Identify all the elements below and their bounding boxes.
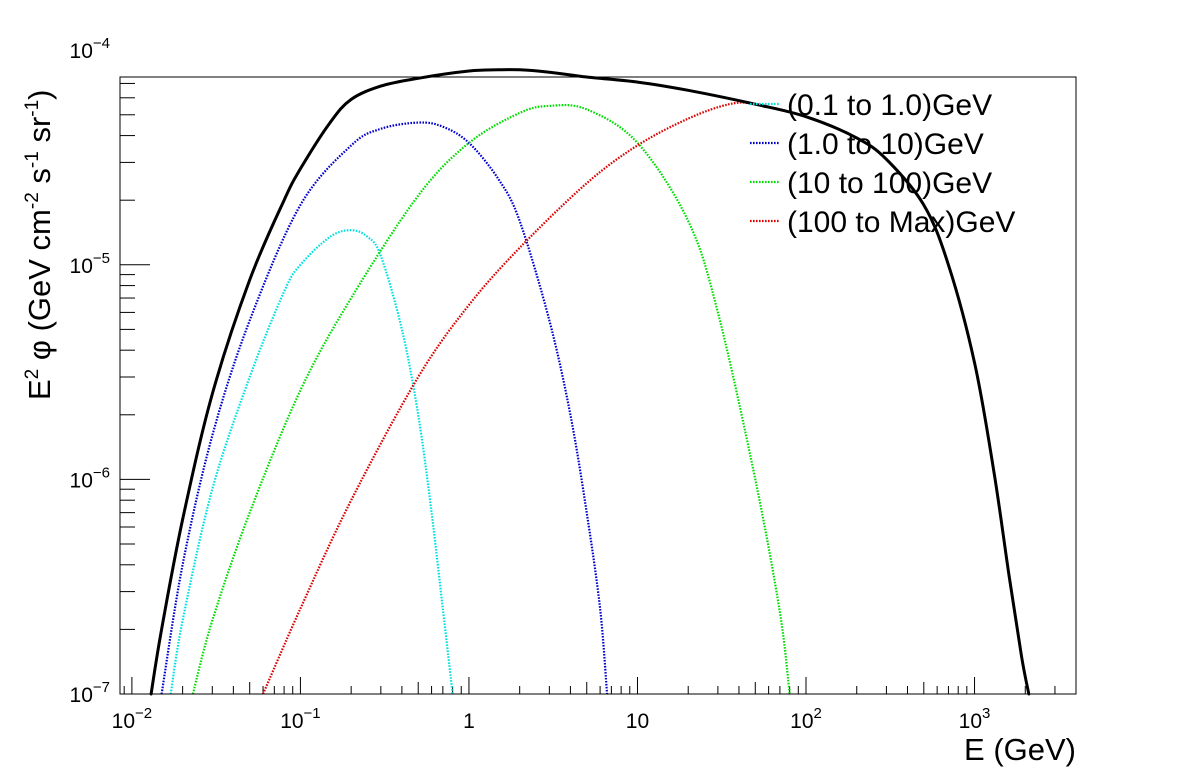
plot-curves [149,68,1031,696]
series-line-3 [191,104,791,695]
x-tick-label-3: 10 [626,710,649,733]
y-tick-labels: 10−7 10−6 10−5 10−4 [70,35,110,707]
x-tick-label-4: 102 [790,705,822,733]
legend: (0.1 to 1.0)GeV (1.0 to 10)GeV (10 to 100)… [750,89,1015,239]
y-axis-title-close: ) [22,90,57,100]
y-tick-label-1: 10−6 [70,464,110,492]
x-axis-title: E (GeV) [964,732,1076,767]
x-tick-labels: 10−2 10−1 1 10 102 103 [112,705,991,733]
y-tick-label-0: 10−7 [70,679,110,707]
plot-frame [119,76,1077,695]
y-tick-label-2: 10−5 [70,250,110,278]
legend-label-1: (0.1 to 1.0)GeV [787,89,992,122]
x-tick-label-0: 10−2 [112,705,152,733]
y-axis-title-base: E [22,379,57,400]
y-axis-title: E2 φ (GeV cm-2 s-1 sr-1) [22,90,57,401]
y-tick-label-3: 10−4 [70,35,110,63]
x-tick-label-2: 1 [463,710,475,733]
y-axis-title-exp: 2 [22,369,43,380]
y-axis-title-cm-exp: -2 [22,192,43,209]
legend-label-4: (100 to Max)GeV [787,206,1015,239]
series-line-1 [169,229,454,695]
x-tick-label-5: 103 [959,705,991,733]
y-axis-title-s-exp: -1 [22,151,43,168]
series-line-0 [149,68,1031,696]
y-axis-title-sr-exp: -1 [22,100,43,117]
y-axis-title-sr: sr [22,117,57,151]
legend-label-2: (1.0 to 10)GeV [787,128,984,161]
x-tick-label-1: 10−1 [280,705,320,733]
y-axis-title-phi: φ (GeV cm [22,209,57,369]
y-axis-title-s: s [22,168,57,192]
legend-label-3: (10 to 100)GeV [787,167,992,200]
